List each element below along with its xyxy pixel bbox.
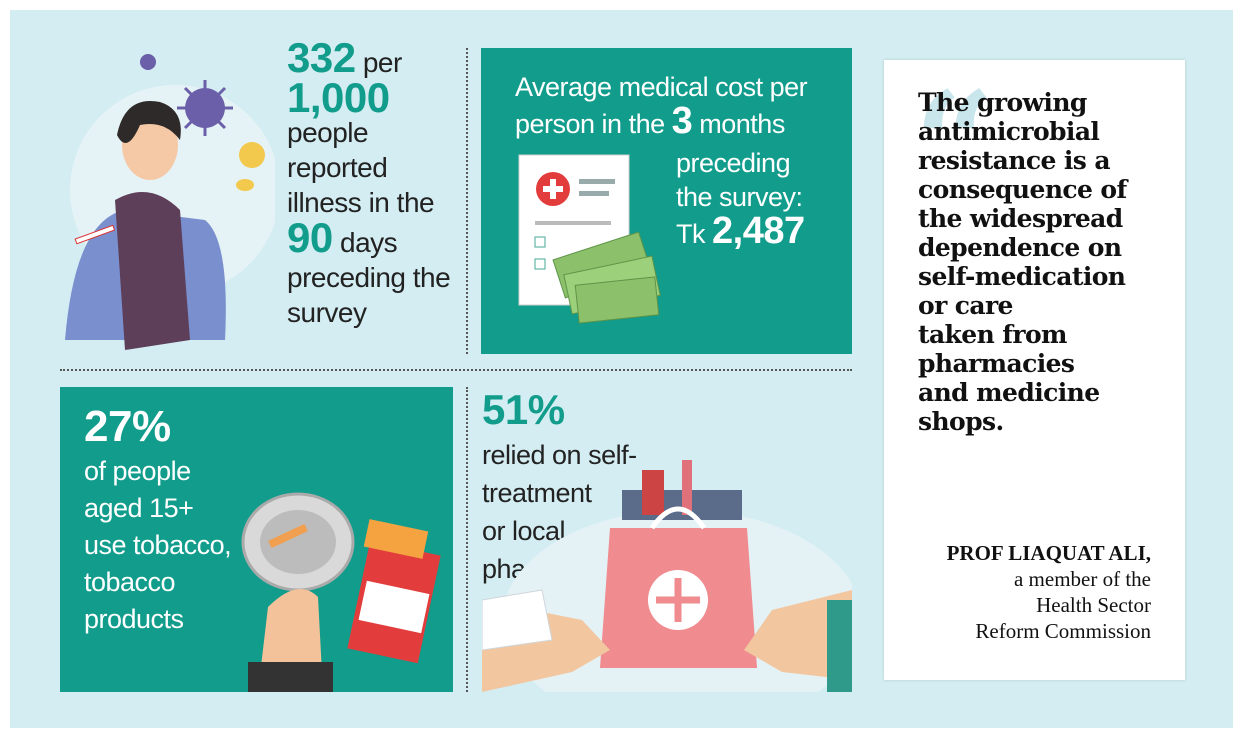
attribution-role-line2: Health Sector — [1036, 593, 1151, 617]
quote-mark-icon: “ — [914, 62, 995, 226]
illness-number: 332 — [287, 34, 356, 81]
divider-vertical-top — [466, 48, 468, 354]
tobacco-stat: 27% of people aged 15+ use tobacco, toba… — [84, 401, 232, 638]
illness-thousand: 1,000 — [287, 74, 390, 121]
cigarette-pack-icon — [347, 519, 441, 664]
illness-line3: illness in the — [287, 187, 435, 218]
quote-line: taken from — [918, 320, 1068, 349]
attribution-name: PROF LIAQUAT ALI, — [946, 541, 1151, 565]
tobacco-line1: of people — [84, 456, 191, 486]
pharmacy-bag-icon — [482, 460, 852, 692]
tobacco-line2: aged 15+ — [84, 493, 194, 523]
quote-attribution: PROF LIAQUAT ALI, a member of the Health… — [911, 540, 1151, 644]
divider-horizontal — [60, 369, 852, 371]
tobacco-line3: use tobacco, — [84, 530, 232, 560]
quote-line: resistance is a — [918, 146, 1111, 175]
tobacco-panel: 27% of people aged 15+ use tobacco, toba… — [60, 387, 453, 692]
quote-line: the widespread — [918, 204, 1123, 233]
self-treatment-line1: relied on self- — [482, 440, 637, 470]
illness-days-word: days — [340, 227, 398, 258]
illness-per: per — [362, 47, 402, 78]
medical-report-icon — [518, 154, 661, 324]
self-treatment-percent: 51% — [482, 386, 565, 433]
self-treatment-line2: treatment — [482, 478, 592, 508]
hands-icon — [482, 589, 852, 692]
illness-line1: people — [287, 117, 369, 148]
cost-amount: 2,487 — [712, 210, 805, 252]
cost-line1: Average medical cost per — [515, 72, 808, 102]
quote-line: antimicrobial — [918, 117, 1100, 146]
cost-line4: the survey: — [676, 182, 803, 212]
cost-panel: Average medical cost per person in the 3… — [481, 48, 852, 354]
quote-line: and medicine — [918, 378, 1100, 407]
quote-line: pharmacies — [918, 349, 1075, 378]
divider-vertical-bottom — [466, 387, 468, 692]
quote-line: The growing — [918, 88, 1087, 117]
quote-line: or care — [918, 291, 1013, 320]
cost-line2: person in the — [515, 109, 665, 139]
tobacco-line4: tobacco — [84, 567, 176, 597]
cost-stat-continued: preceding the survey: Tk 2,487 — [676, 146, 805, 251]
quote-line: consequence of — [918, 175, 1127, 204]
quote-line: self-medication — [918, 262, 1126, 291]
quote-line: shops. — [918, 407, 1004, 436]
cost-months-word: months — [699, 109, 785, 139]
tobacco-percent: 27% — [84, 402, 171, 451]
illness-line5: survey — [287, 297, 367, 328]
cost-line3: preceding — [676, 148, 791, 178]
tobacco-line5: products — [84, 604, 184, 634]
illness-line4: preceding the — [287, 262, 451, 293]
illness-days-number: 90 — [287, 214, 333, 261]
pill-icon — [236, 142, 265, 191]
self-treatment-line3: or local — [482, 516, 566, 546]
cost-currency: Tk — [676, 219, 706, 249]
illness-stat: 332 per 1,000 people reported illness in… — [287, 37, 467, 330]
quote-text: The growing antimicrobial resistance is … — [918, 88, 1180, 436]
cost-months-number: 3 — [671, 100, 693, 142]
attribution-role-line3: Reform Commission — [975, 619, 1151, 643]
quote-card: “ The growing antimicrobial resistance i… — [884, 60, 1185, 680]
ashtray-icon — [241, 492, 441, 692]
money-icon — [552, 231, 661, 324]
cost-stat: Average medical cost per person in the 3… — [515, 70, 808, 142]
attribution-role-line1: a member of the — [1013, 567, 1151, 591]
quote-line: dependence on — [918, 233, 1122, 262]
illness-line2: reported — [287, 152, 388, 183]
sick-person-illustration — [65, 54, 275, 350]
